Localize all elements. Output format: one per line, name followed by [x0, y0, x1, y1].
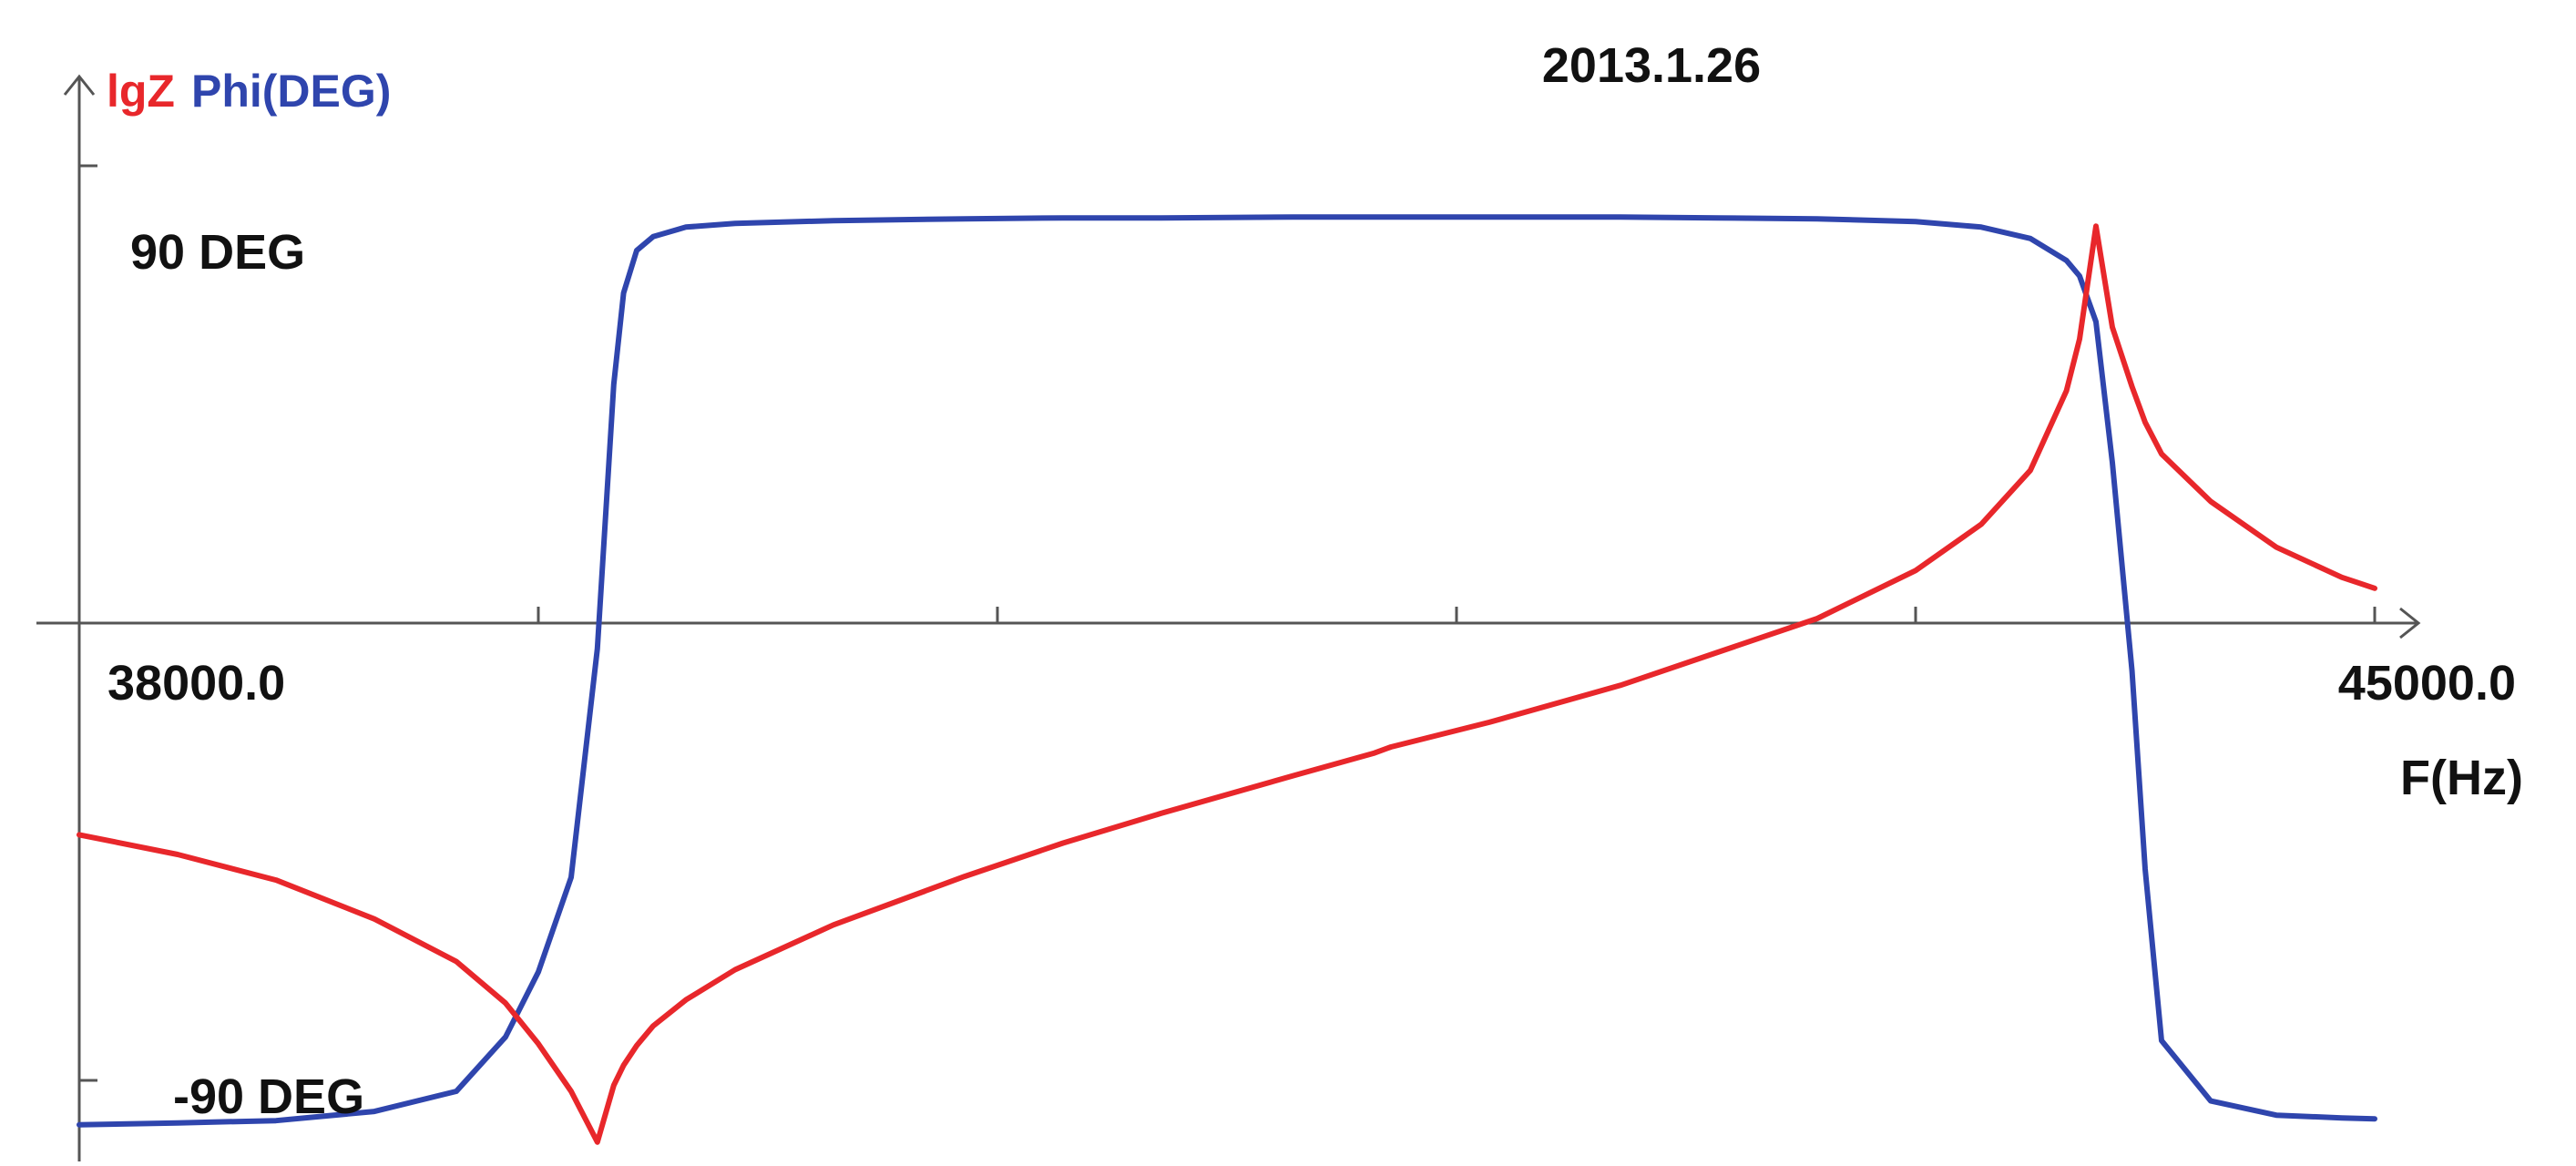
- y-tick-label-bottom: -90 DEG: [173, 1069, 364, 1124]
- series-line-phi: [77, 214, 2377, 1128]
- legend-label-phi: Phi(DEG): [191, 66, 391, 117]
- y-axis-title: lgZ Phi(DEG): [107, 66, 391, 117]
- legend-label-lgz: lgZ: [107, 66, 175, 117]
- x-axis-arrow: [2399, 607, 2421, 639]
- axes: [36, 74, 2421, 1161]
- x-tick-label-left: 38000.0: [107, 656, 285, 711]
- x-axis-ticks: [537, 607, 2377, 623]
- chart-title: 2013.1.26: [1542, 38, 1761, 93]
- y-axis-arrow: [63, 74, 96, 96]
- x-axis-title: F(Hz): [2400, 751, 2523, 805]
- y-tick-label-top: 90 DEG: [130, 225, 305, 280]
- x-tick-label-right: 45000.0: [2338, 656, 2516, 711]
- series-line-lgz: [77, 223, 2377, 1145]
